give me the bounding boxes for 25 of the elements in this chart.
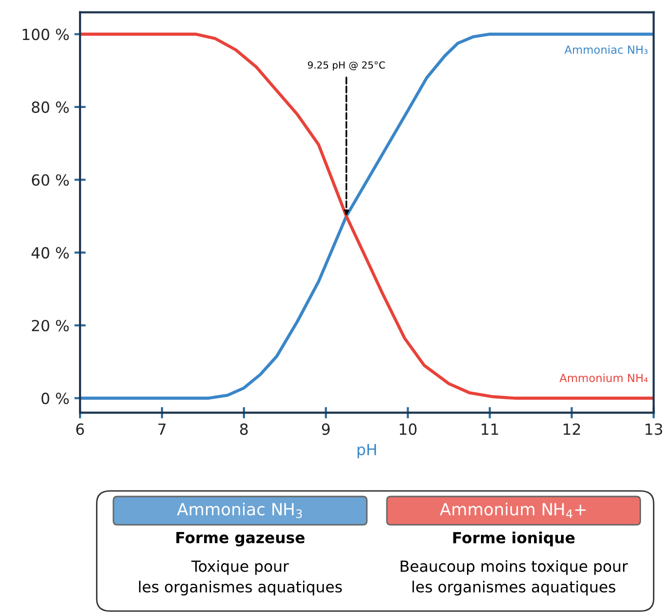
x-tick-label: 7 [158,424,166,435]
series-label: Ammoniac NH₃ [564,45,648,54]
y-tick-label: 0 % [42,392,69,404]
annotation: 9.25 pH @ 25°C [308,61,385,71]
y-tick-label: 100 % [22,28,69,40]
text: Forme ionique [453,532,575,546]
x-tick-label: 10 [400,423,417,435]
y-tick-label: 80 % [32,101,69,113]
x-tick-label: 6 [76,423,84,435]
x-tick-label: 9 [322,423,330,435]
text: Toxique pour les organismes aquatiques [139,560,342,596]
series-label: Ammonium NH₄ [560,374,648,382]
x-tick-label: 8 [240,423,248,435]
x-tick-label: 13 [646,423,662,435]
y-tick-label: 20 % [32,320,69,332]
y-tick-label: 40 % [32,247,69,259]
x-tick-label: 11 [482,424,498,435]
text: Beaucoup moins toxique pour les organismes aquatiques [400,560,628,596]
x-axis-title: pH [358,444,376,458]
x-tick-label: 12 [564,423,580,435]
text: Ammoniac NH$_{3}$ [177,502,302,518]
line-series [80,32,654,400]
text: Ammonium NH$_{4}$+ [440,502,586,518]
text: Forme gazeuse [176,532,305,546]
y-tick-label: 60 % [32,174,69,186]
